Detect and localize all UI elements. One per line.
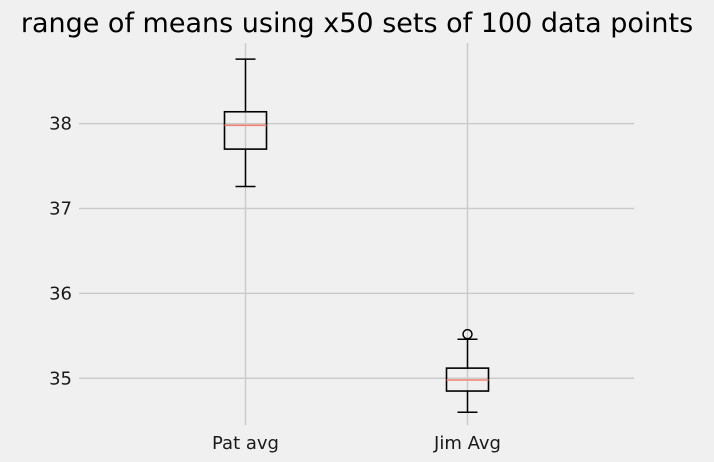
y-tick-label: 36 bbox=[49, 283, 72, 304]
box-group bbox=[223, 58, 268, 188]
y-tick-label: 38 bbox=[49, 114, 72, 135]
iqr-box bbox=[223, 110, 268, 150]
x-tick-label: Pat avg bbox=[212, 433, 279, 454]
y-tick-label: 35 bbox=[49, 368, 72, 389]
boxes bbox=[223, 58, 490, 414]
y-axis-ticks: 35 36 37 38 bbox=[49, 114, 72, 390]
x-tick-label: Jim Avg bbox=[433, 433, 501, 454]
x-axis-ticks: Pat avg Jim Avg bbox=[212, 433, 501, 454]
box-group bbox=[445, 328, 490, 414]
y-tick-label: 37 bbox=[49, 199, 72, 220]
chart-title: range of means using x50 sets of 100 dat… bbox=[21, 8, 693, 39]
outlier-point bbox=[462, 328, 473, 340]
